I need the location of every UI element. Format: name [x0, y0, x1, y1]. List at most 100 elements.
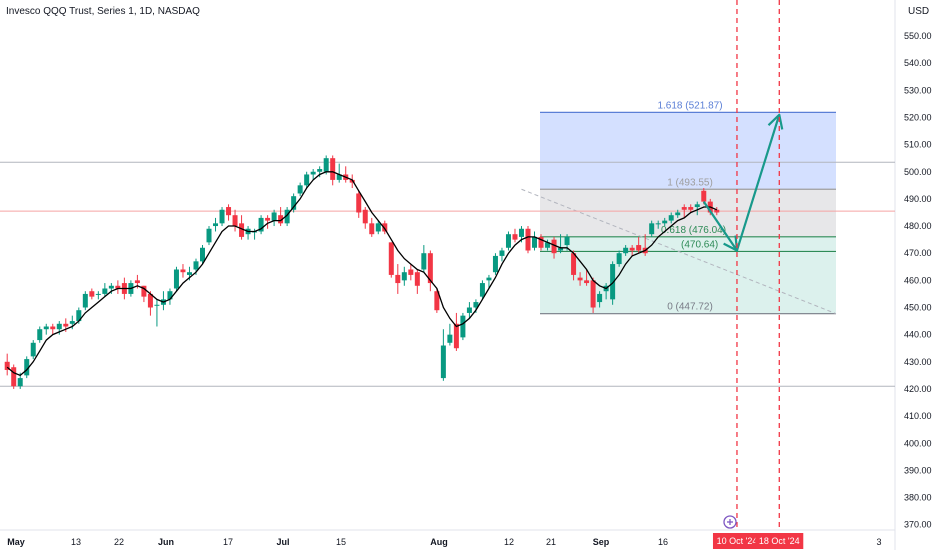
candle	[369, 217, 375, 237]
fib-zone-0.618	[540, 236, 836, 252]
candle	[427, 250, 433, 292]
candle	[226, 204, 232, 221]
candle-body	[349, 179, 355, 183]
candle-body	[115, 285, 121, 289]
candle-body	[466, 307, 472, 313]
time-tick-label: 16	[658, 537, 668, 547]
candle	[688, 204, 694, 213]
candle-body	[284, 209, 290, 224]
time-tick-label: Jun	[158, 537, 174, 547]
projection-arrows[interactable]	[702, 113, 784, 252]
price-tick-label: 380.00	[904, 493, 932, 503]
candle	[388, 242, 394, 278]
candle-body	[141, 285, 147, 297]
candle-body	[505, 234, 511, 248]
price-tick-label: 510.00	[904, 140, 932, 150]
candle	[408, 264, 414, 281]
candle	[37, 326, 43, 343]
fib-zone-0.5	[540, 251, 836, 314]
time-axis[interactable]: May1322Jun17Jul15Aug1221Sep16Oct310 Oct …	[7, 533, 882, 549]
candle-body	[297, 185, 303, 194]
candle-body	[102, 288, 108, 294]
candle	[434, 288, 440, 313]
time-tick-label: 15	[336, 537, 346, 547]
fib-zone-1.618	[540, 112, 836, 190]
candle	[304, 171, 310, 189]
candle-body	[304, 174, 310, 186]
candle	[232, 209, 238, 232]
candle-body	[317, 169, 323, 172]
candle	[4, 353, 10, 376]
candle	[213, 217, 219, 232]
candle-body	[538, 236, 544, 248]
candle-body	[213, 223, 219, 227]
fibonacci-extension[interactable]: 1.618 (521.87) 1 (493.55) 0.618 (476.04) (4…	[521, 100, 837, 315]
candle-body	[50, 326, 56, 330]
candle	[636, 236, 642, 254]
candle	[525, 226, 531, 254]
candle-body	[4, 361, 10, 370]
candle-body	[24, 359, 30, 376]
candle-body	[610, 264, 616, 300]
candle	[317, 166, 323, 178]
time-tick-label: 22	[114, 537, 124, 547]
candle	[362, 207, 368, 229]
price-tick-label: 480.00	[904, 221, 932, 231]
time-tick-label: Jul	[276, 537, 289, 547]
candle-body	[675, 212, 681, 216]
candle	[82, 291, 88, 311]
time-tick-label: 13	[71, 537, 81, 547]
date-flag-label: 10 Oct '24	[717, 536, 758, 546]
chart-extras	[723, 515, 737, 529]
time-tick-label: Aug	[430, 537, 448, 547]
price-axis[interactable]: USD 370.00 380.00 390.00 400.00 410.00 420.00…	[904, 6, 932, 530]
candle-body	[629, 247, 635, 251]
candle-body	[330, 158, 336, 180]
date-markers[interactable]	[736, 0, 780, 530]
candle-body	[577, 277, 583, 281]
candle	[50, 323, 56, 335]
price-tick-label: 400.00	[904, 438, 932, 448]
candle-body	[56, 323, 62, 330]
candle-body	[558, 247, 564, 251]
candle-body	[395, 274, 401, 284]
fib-label-0: 0 (447.72)	[667, 302, 713, 313]
chart-title: Invesco QQQ Trust, Series 1, 1D, NASDAQ	[6, 6, 200, 17]
candle-body	[525, 228, 531, 251]
horizontal-lines[interactable]	[0, 161, 895, 387]
price-tick-label: 470.00	[904, 248, 932, 258]
candle-body	[82, 293, 88, 308]
candle-body	[147, 293, 153, 308]
candle-body	[492, 255, 498, 273]
fib-label-0.5: (470.64)	[681, 239, 718, 250]
candle-body	[180, 269, 186, 273]
candle-body	[453, 323, 459, 349]
candle-body	[668, 215, 674, 221]
candle-body	[701, 190, 707, 202]
price-tick-label: 540.00	[904, 58, 932, 68]
candle-body	[623, 247, 629, 254]
candle-body	[518, 228, 524, 237]
candle	[382, 220, 388, 235]
candle-body	[95, 293, 101, 295]
events-icon	[723, 515, 737, 529]
candle	[258, 215, 264, 235]
candle-body	[226, 207, 232, 216]
candle-body	[108, 285, 114, 289]
candle	[466, 302, 472, 319]
candle-body	[616, 253, 622, 265]
candle	[668, 212, 674, 224]
candle-body	[154, 304, 160, 306]
candle-body	[167, 291, 173, 300]
candle-body	[447, 334, 453, 343]
candle-body	[414, 272, 420, 286]
fib-zone-1	[540, 189, 836, 237]
candle-body	[681, 207, 687, 210]
candle-body	[11, 367, 17, 387]
candle	[297, 182, 303, 197]
candle-body	[186, 272, 192, 275]
candle	[616, 250, 622, 267]
candle	[310, 169, 316, 180]
candle	[623, 245, 629, 256]
